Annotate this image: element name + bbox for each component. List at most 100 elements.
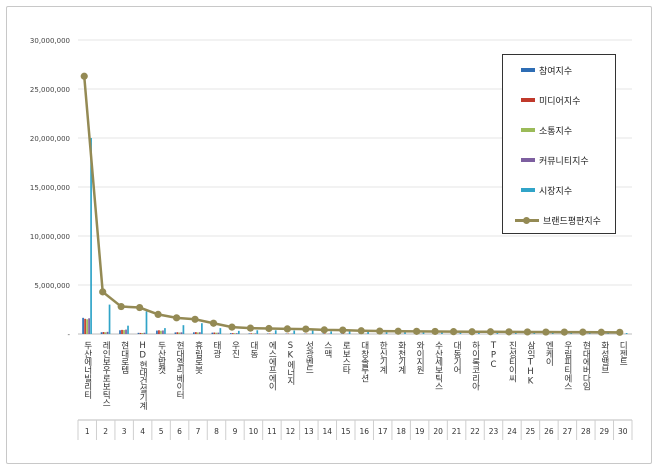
bar-4-s2 [139, 332, 142, 334]
x-category-label: 와이지원 [415, 340, 425, 375]
x-index-label: 24 [507, 427, 517, 436]
bar-21-s5 [459, 332, 462, 334]
bar-12-s5 [293, 330, 296, 334]
x-index-label: 22 [470, 427, 480, 436]
bar-18-s5 [404, 332, 406, 334]
bar-1-s4 [88, 318, 90, 334]
legend-swatch-community [521, 158, 535, 162]
legend-swatch-participation [521, 68, 535, 72]
x-index-label: 25 [526, 427, 536, 436]
bar-26-s5 [551, 332, 554, 334]
line-point-18 [394, 327, 402, 335]
bar-10-s2 [250, 333, 253, 334]
bar-19-s5 [422, 332, 425, 334]
legend: 참여지수 미디어지수 소통지수 커뮤니티지수 시장지수 브랜드평판지수 [502, 54, 616, 234]
line-point-12 [283, 325, 291, 333]
bar-23-s5 [496, 332, 499, 334]
y-tick-label: 5,000,000 [34, 282, 70, 290]
y-tick-label: 25,000,000 [30, 86, 70, 94]
bar-22-s5 [478, 332, 480, 334]
x-category-label: SK에너지 [285, 341, 295, 386]
x-category-label: 수산세보틱스 [433, 341, 443, 391]
x-category-label: 진성티이씨 [507, 341, 517, 383]
x-index-label: 1 [85, 427, 90, 436]
line-point-6 [172, 314, 181, 322]
bar-20-s5 [441, 332, 443, 334]
line-point-29 [597, 328, 605, 336]
bar-8-s4 [217, 332, 220, 334]
x-index-label: 6 [177, 427, 182, 436]
bar-11-s5 [274, 330, 277, 334]
line-point-25 [523, 328, 532, 336]
bar-3-s1 [119, 330, 121, 334]
y-tick-label: 10,000,000 [30, 233, 70, 241]
bar-2-s5 [108, 304, 111, 334]
line-point-17 [376, 327, 384, 335]
x-category-label: HD현대건설기계 [138, 341, 148, 411]
x-index-label: 11 [267, 427, 277, 436]
bar-10-s4 [254, 333, 257, 334]
bar-6-s3 [178, 332, 181, 334]
x-axis-index-labels: 1 2 3 4 5 6 7 8 9 10 11 12 13 14 15 16 17 18 19 20 21 22 23 24 2… [77, 419, 633, 440]
bar-7-s1 [193, 332, 195, 334]
x-category-label: 두산밥캣 [156, 341, 166, 376]
bar-6-s5 [182, 325, 185, 334]
bar-7-s4 [199, 332, 201, 334]
x-index-label: 5 [159, 427, 164, 436]
bar-30-s5 [625, 333, 628, 334]
bar-7-s3 [197, 332, 199, 334]
bar-6-s1 [174, 332, 177, 334]
bar-7-s2 [195, 332, 197, 334]
x-index-label: 4 [140, 427, 145, 436]
legend-label-communication: 소통지수 [539, 126, 573, 137]
bar-2-s1 [100, 332, 103, 334]
bar-4-s3 [141, 333, 144, 334]
bar-1-s5 [90, 138, 92, 334]
x-category-label: 대동 [248, 341, 258, 358]
x-category-label: 에스에프에이 [267, 341, 277, 392]
x-category-label: 화천기계 [396, 341, 406, 376]
legend-label-media: 미디어지수 [539, 96, 581, 107]
legend-label-brand: 브랜드평판지수 [543, 216, 601, 227]
line-point-14 [320, 326, 328, 334]
bar-8-s3 [215, 332, 218, 334]
y-tick-label: 15,000,000 [30, 184, 70, 192]
line-point-21 [449, 328, 458, 336]
x-index-label: 9 [233, 427, 238, 436]
x-index-label: 17 [378, 427, 388, 436]
legend-item-communication: 소통지수 [503, 123, 572, 137]
legend-swatch-media [521, 98, 535, 102]
x-index-label: 29 [600, 427, 610, 436]
bar-16-s5 [367, 331, 369, 334]
line-point-4 [136, 303, 144, 312]
x-index-label: 12 [286, 427, 296, 436]
line-point-27 [560, 328, 568, 336]
x-index-label: 20 [433, 427, 443, 436]
line-point-30 [616, 328, 624, 336]
x-index-label: 16 [359, 427, 369, 436]
bar-10-s3 [252, 333, 255, 334]
x-index-label: 2 [103, 427, 108, 436]
bar-8-s1 [211, 332, 214, 334]
brand-index-line [80, 72, 624, 336]
bar-13-s5 [311, 330, 314, 334]
bar-27-s5 [570, 332, 573, 334]
line-point-22 [468, 328, 476, 336]
x-index-label: 15 [341, 427, 351, 436]
x-category-label: 화성밸브 [599, 341, 609, 374]
x-category-label: 휴림로봇 [193, 341, 203, 376]
line-point-20 [431, 327, 439, 336]
line-point-1 [80, 72, 88, 80]
x-index-label: 28 [581, 427, 591, 436]
x-category-label: 로보스타 [341, 341, 351, 375]
line-point-10 [246, 324, 255, 332]
line-point-9 [228, 323, 236, 331]
x-category-label: 대동기어 [452, 341, 462, 376]
bar-9-s1 [229, 333, 232, 334]
legend-item-participation: 참여지수 [503, 63, 572, 77]
bar-24-s5 [514, 332, 517, 334]
y-tick-label: 30,000,000 [30, 37, 70, 45]
x-axis-category-labels: 두산에너빌리티 레인보우로보틱스 현대로템 HD현대건설기계 두산밥캣 현대엘리베이터 휴림… [82, 340, 628, 411]
bar-2-s4 [106, 331, 109, 334]
bar-1-s2 [84, 318, 86, 334]
